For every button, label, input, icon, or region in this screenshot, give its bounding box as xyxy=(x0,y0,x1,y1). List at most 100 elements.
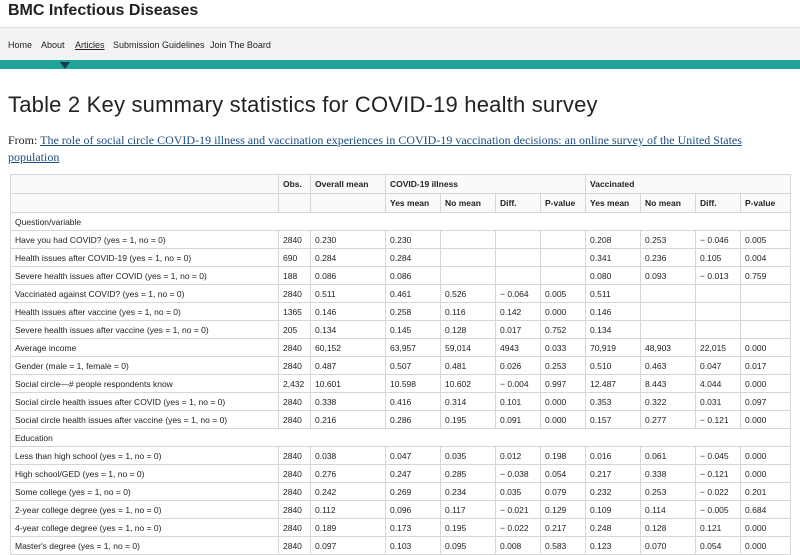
table-cell: 0.146 xyxy=(310,302,386,321)
table-cell: 22,015 xyxy=(695,338,742,357)
table-cell xyxy=(440,266,496,285)
table-cell: 0.097 xyxy=(740,392,792,411)
row-label: High school/GED (yes = 1, no = 0) xyxy=(10,464,279,483)
table-cell: 2840 xyxy=(278,284,311,303)
header-cell xyxy=(278,193,311,213)
table-row: High school/GED (yes = 1, no = 0) 2840 0.2… xyxy=(10,464,792,483)
table-cell: 0.201 xyxy=(740,482,792,501)
row-label: 2-year college degree (yes = 1, no = 0) xyxy=(10,500,279,519)
table-cell: 0.031 xyxy=(695,392,742,411)
table-cell xyxy=(640,302,697,321)
table-cell: − 0.013 xyxy=(695,266,742,285)
site-title[interactable]: BMC Infectious Diseases xyxy=(8,2,199,19)
table-cell xyxy=(695,320,742,339)
header-cell: Yes mean xyxy=(585,193,642,213)
table-cell: 0.017 xyxy=(740,356,792,375)
table-cell: 0.097 xyxy=(310,536,386,555)
header-row: Obs. Overall mean COVID-19 illness Vaccinat… xyxy=(10,174,792,194)
nav-link[interactable]: Home xyxy=(8,40,33,50)
table-cell xyxy=(740,302,792,321)
table-cell xyxy=(539,266,587,285)
table-cell: 2840 xyxy=(278,518,311,537)
table-cell: − 0.045 xyxy=(695,446,742,465)
table-cell: 0.016 xyxy=(585,446,642,465)
table-cell xyxy=(695,302,742,321)
table-cell: 2840 xyxy=(278,464,311,483)
table-row: 4-year college degree (yes = 1, no = 0) 2… xyxy=(10,518,792,537)
table-cell: 0.026 xyxy=(495,356,541,375)
nav-link[interactable]: Articles xyxy=(75,40,105,50)
table-row: Have you had COVID? (yes = 1, no = 0) 284… xyxy=(10,230,792,249)
table-cell: 0.117 xyxy=(440,500,496,519)
from-label: From: xyxy=(8,133,38,147)
table-cell: − 0.121 xyxy=(695,464,742,483)
table-cell: 0.511 xyxy=(310,284,386,303)
table-cell: 0.109 xyxy=(585,500,642,519)
row-label: Less than high school (yes = 1, no = 0) xyxy=(10,446,279,465)
table-cell: 0.035 xyxy=(440,446,496,465)
table-cell: 0.461 xyxy=(385,284,441,303)
table-cell: 188 xyxy=(278,266,311,285)
table-cell: − 0.005 xyxy=(695,500,742,519)
table-row: Question/variable xyxy=(9,212,792,231)
row-label: 4-year college degree (yes = 1, no = 0) xyxy=(10,518,279,537)
table-cell: 0.195 xyxy=(440,518,496,537)
nav-indicator xyxy=(60,62,70,69)
table-cell: 0.236 xyxy=(640,248,697,267)
nav-link[interactable]: About xyxy=(41,40,65,50)
table-cell: 0.314 xyxy=(440,392,496,411)
table-row: Social circle health issues after vaccin… xyxy=(10,410,792,429)
table-cell: 48,903 xyxy=(640,338,697,357)
header-cell: No mean xyxy=(640,193,697,213)
table-cell: 59,014 xyxy=(440,338,496,357)
nav-link[interactable]: Submission Guidelines xyxy=(113,40,205,50)
table-cell: 0.121 xyxy=(695,518,742,537)
table-cell: 0.526 xyxy=(440,284,496,303)
table-cell: 63,957 xyxy=(385,338,441,357)
table-cell: 0.091 xyxy=(495,410,541,429)
table-cell: 0.507 xyxy=(385,356,441,375)
table-cell: 2840 xyxy=(278,338,311,357)
row-label: Social circle health issues after COVID … xyxy=(10,392,279,411)
table-cell: 0.033 xyxy=(539,338,587,357)
source-line: From: The role of social circle COVID-19… xyxy=(8,132,778,166)
table-row: Severe health issues after COVID (yes = … xyxy=(10,266,792,285)
table-cell: 1365 xyxy=(278,302,311,321)
table-cell: 0.684 xyxy=(740,500,792,519)
table-cell: 0.416 xyxy=(385,392,441,411)
table-cell: 0.105 xyxy=(695,248,742,267)
article-link[interactable]: The role of social circle COVID-19 illne… xyxy=(8,133,742,164)
table-cell xyxy=(440,230,496,249)
table-cell: 0.217 xyxy=(585,464,642,483)
table-cell: 0.752 xyxy=(539,320,587,339)
table-cell: 10.602 xyxy=(440,374,496,393)
table-cell: 0.004 xyxy=(740,248,792,267)
nav-link[interactable]: Join The Board xyxy=(210,40,271,50)
table-cell: − 0.046 xyxy=(695,230,742,249)
section-cell: Education xyxy=(9,428,792,447)
header-cell: No mean xyxy=(440,193,496,213)
row-label: Gender (male = 1, female = 0) xyxy=(10,356,279,375)
table-cell: 0.061 xyxy=(640,446,697,465)
row-label: Social circle—# people respondents know xyxy=(10,374,279,393)
table-cell: 0.284 xyxy=(385,248,441,267)
row-label: Master's degree (yes = 1, no = 0) xyxy=(10,536,279,555)
header-cell: P-value xyxy=(740,193,792,213)
table-cell: 2840 xyxy=(278,500,311,519)
table-cell: 2840 xyxy=(278,482,311,501)
table-cell: − 0.064 xyxy=(495,284,541,303)
table-row: Gender (male = 1, female = 0) 2840 0.487 0.… xyxy=(10,356,792,375)
table-cell: 0.253 xyxy=(640,230,697,249)
table-cell: 4.044 xyxy=(695,374,742,393)
table-cell: 0.000 xyxy=(740,446,792,465)
table-cell: 0.095 xyxy=(440,536,496,555)
table-cell: 0.269 xyxy=(385,482,441,501)
table-cell: 4943 xyxy=(495,338,541,357)
table-cell: 2840 xyxy=(278,536,311,555)
table-row: Vaccinated against COVID? (yes = 1, no =… xyxy=(10,284,792,303)
table-cell: 0.005 xyxy=(539,284,587,303)
table-cell: 205 xyxy=(278,320,311,339)
table-cell: − 0.021 xyxy=(495,500,541,519)
table-cell xyxy=(640,320,697,339)
table-cell: 0.047 xyxy=(385,446,441,465)
